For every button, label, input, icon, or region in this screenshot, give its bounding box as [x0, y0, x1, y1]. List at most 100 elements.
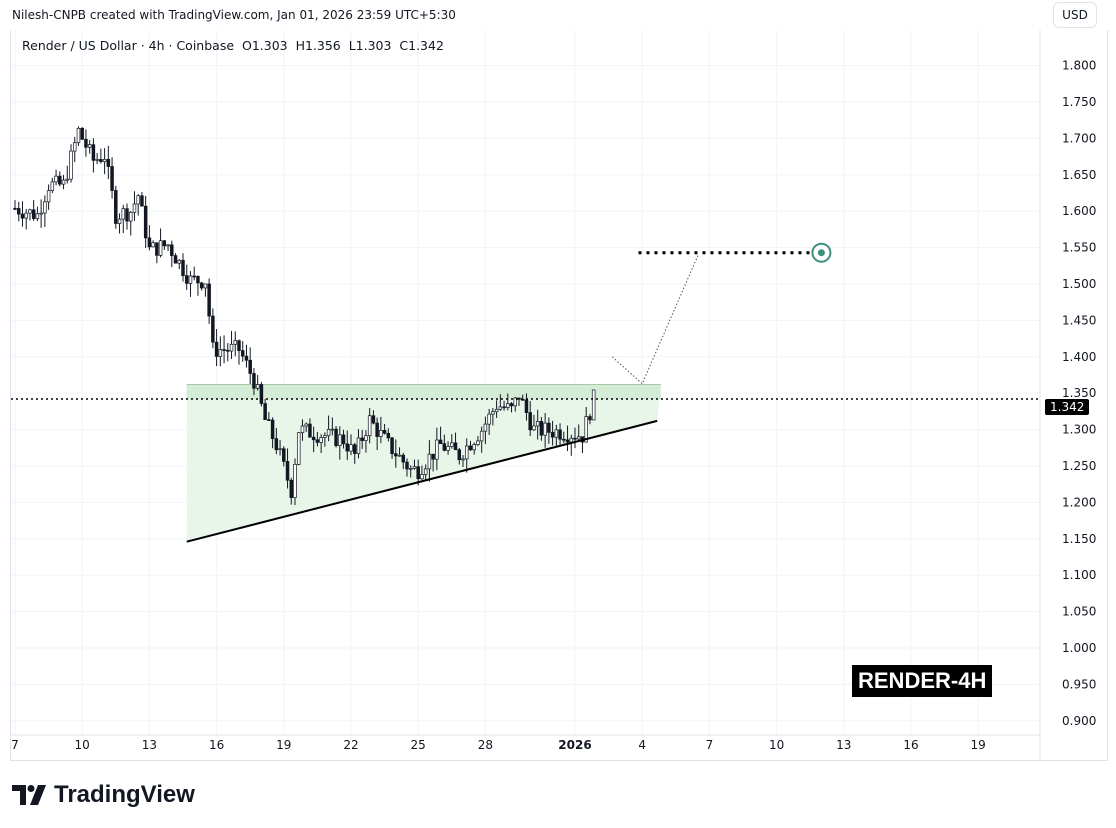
candle-body: [237, 340, 241, 351]
candle-body: [102, 158, 107, 162]
candle-body: [479, 430, 484, 442]
tradingview-logo-icon: [12, 785, 46, 805]
candle-body: [326, 429, 331, 437]
x-tick-label: 2026: [558, 738, 591, 752]
support-trendline: [186, 419, 658, 543]
candle-body: [293, 464, 297, 498]
candle-body: [252, 373, 256, 389]
candle-body: [565, 439, 570, 443]
chart-frame: [10, 30, 1108, 761]
candle-body: [43, 201, 47, 214]
x-tick-label: 25: [411, 738, 426, 752]
candle-body: [58, 175, 62, 185]
y-tick-label: 0.950: [1062, 677, 1096, 691]
target-marker-dot: [817, 249, 825, 257]
ohlc-open: O1.303: [241, 38, 288, 53]
candle-body: [28, 209, 32, 214]
y-tick-label: 1.000: [1062, 641, 1096, 655]
chart-badge: RENDER-4H: [852, 665, 993, 697]
x-tick-label: 4: [638, 738, 646, 752]
candle-body: [453, 442, 458, 451]
currency-button[interactable]: USD: [1053, 2, 1097, 28]
candle-body: [229, 343, 234, 352]
candle-body: [170, 244, 174, 256]
candle-body: [132, 203, 137, 213]
y-tick-label: 1.400: [1062, 350, 1096, 364]
candle-body: [106, 158, 111, 167]
candle-body: [506, 403, 510, 408]
candle-body: [367, 415, 372, 437]
tradingview-logo[interactable]: TradingView: [12, 781, 195, 809]
x-tick-label: 19: [971, 738, 986, 752]
candle-body: [199, 282, 204, 289]
triangle-zone: [186, 384, 661, 542]
candle-body: [99, 159, 103, 162]
chart-credit: Nilesh-CNPB created with TradingView.com…: [12, 8, 456, 22]
candle-body: [360, 437, 364, 441]
candle-body: [338, 434, 342, 446]
candle-body: [151, 242, 155, 248]
candle-body: [300, 425, 305, 434]
ohlc-high: H1.356: [295, 38, 341, 53]
candle-body: [386, 432, 391, 439]
candle-body: [233, 340, 238, 345]
candle-body: [110, 166, 114, 191]
candle-body: [285, 461, 290, 481]
tradingview-logo-text: TradingView: [54, 781, 195, 808]
y-tick-label: 1.300: [1062, 423, 1096, 437]
y-tick-label: 1.550: [1062, 241, 1096, 255]
candle-body: [87, 144, 92, 148]
candle-body: [487, 413, 491, 425]
candle-body: [166, 244, 170, 247]
candle-body: [498, 406, 503, 410]
candle-body: [114, 190, 118, 224]
y-tick-label: 1.050: [1062, 605, 1096, 619]
candle-body: [446, 446, 450, 451]
candle-body: [211, 315, 215, 343]
current-price-label: 1.342: [1045, 399, 1090, 415]
candle-body: [16, 208, 21, 215]
candle-body: [69, 150, 73, 180]
candle-body: [569, 437, 574, 443]
x-tick-label: 7: [11, 738, 19, 752]
candle-body: [31, 209, 36, 219]
candle-body: [543, 422, 547, 436]
candle-body: [270, 419, 275, 440]
candle-body: [24, 212, 28, 219]
candle-body: [315, 439, 320, 443]
candle-body: [184, 275, 189, 284]
candle-body: [401, 454, 406, 463]
candle-body: [226, 349, 230, 352]
y-tick-label: 1.450: [1062, 313, 1096, 327]
y-tick-label: 1.250: [1062, 459, 1096, 473]
candle-body: [461, 458, 465, 461]
candle-body: [364, 435, 368, 441]
candle-body: [573, 437, 577, 440]
candle-body: [207, 283, 211, 317]
symbol-name[interactable]: Render / US Dollar · 4h · Coinbase: [22, 38, 235, 53]
candle-body: [345, 443, 350, 452]
x-tick-label: 10: [75, 738, 90, 752]
y-tick-label: 1.150: [1062, 532, 1096, 546]
candle-body: [420, 474, 424, 480]
candle-body: [442, 443, 447, 451]
candle-body: [528, 412, 532, 431]
candle-body: [405, 461, 409, 470]
candle-body: [311, 436, 316, 441]
candle-body: [588, 416, 592, 421]
candle-body: [248, 359, 252, 374]
candle-body: [121, 208, 126, 220]
candle-body: [128, 211, 133, 222]
y-tick-label: 0.900: [1062, 714, 1096, 728]
x-tick-label: 19: [276, 738, 291, 752]
candle-body: [39, 212, 43, 215]
candle-body: [457, 449, 462, 461]
candle-body: [177, 259, 182, 264]
candle-body: [188, 275, 193, 284]
candle-body: [550, 432, 555, 438]
candle-body: [562, 438, 566, 441]
candle-body: [95, 159, 99, 161]
candle-body: [356, 437, 361, 454]
x-tick-label: 16: [209, 738, 224, 752]
